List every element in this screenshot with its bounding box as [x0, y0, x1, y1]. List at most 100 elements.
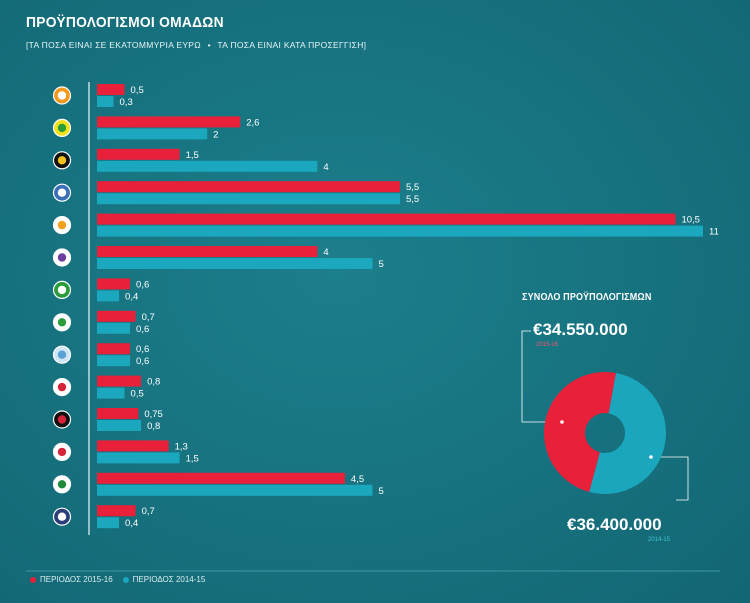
bar-row: 2,62: [52, 116, 259, 140]
apoel-crest-icon: [52, 216, 72, 235]
bar-2014-15: [97, 387, 125, 399]
bar-row: 0,60,6: [52, 343, 149, 367]
value-label-2015-16: 2,6: [246, 117, 259, 128]
blue-dark-crest-icon: [52, 507, 72, 526]
bar-2015-16: [97, 246, 318, 257]
bar-row: 1,54: [52, 148, 329, 173]
bar-2014-15: [97, 355, 131, 367]
value-label-2015-16: 0,7: [142, 312, 155, 323]
blue-white-crest-icon: [52, 183, 72, 202]
value-label-2014-15: 5,5: [406, 194, 419, 205]
bar-2014-15: [97, 128, 208, 140]
subtitle-note-units: [ΤΑ ΠΟΣΑ ΕΙΝΑΙ ΣΕ ΕΚΑΤΟΜΜΥΡΙΑ ΕΥΡΩ: [26, 40, 201, 50]
legend-dot-red: [30, 576, 36, 583]
subtitle-separator: •: [207, 40, 211, 50]
legend-label-2014-15: ΠΕΡΙΟΔΟΣ 2014-15: [132, 575, 206, 584]
orange-crest-icon: [52, 86, 72, 105]
value-label-2014-15: 5: [378, 259, 383, 270]
total-2014-15-period: 2014-15: [648, 537, 671, 543]
bar-2014-15: [97, 452, 180, 464]
bar-2015-16: [97, 310, 136, 322]
value-label-2014-15: 0,8: [147, 421, 160, 432]
bar-row: 0,50,3: [52, 84, 144, 108]
bar-2015-16: [97, 181, 400, 193]
bar-2015-16: [97, 375, 142, 387]
donut-slice-2015-16: [544, 372, 616, 492]
bar-row: 0,7 0,4: [52, 505, 155, 529]
value-label-2014-15: 4: [323, 162, 328, 173]
purple-crest-icon: [52, 248, 72, 267]
legend-label-2015-16: ΠΕΡΙΟΔΟΣ 2015-16: [40, 575, 113, 584]
value-label-2015-16: 10,5: [681, 215, 700, 226]
bar-row: 45: [52, 246, 384, 270]
red-white-round-crest-icon: [52, 378, 72, 397]
value-label-2015-16: 0,6: [136, 279, 149, 290]
value-label-2015-16: 0,8: [147, 377, 160, 388]
bar-2015-16: [97, 408, 139, 419]
value-label-2014-15: 0,6: [136, 324, 149, 335]
value-label-2015-16: 1,5: [186, 150, 199, 161]
bar-2014-15: [97, 258, 373, 269]
bar-2015-16: [97, 84, 125, 95]
legend: ΠΕΡΙΟΔΟΣ 2015-16 ΠΕΡΙΟΔΟΣ 2014-15: [30, 575, 215, 584]
page-title: ΠΡΟΫΠΟΛΟΓΙΣΜΟΙ ΟΜΑΔΩΝ: [26, 14, 224, 31]
value-label-2015-16: 0,75: [144, 409, 163, 420]
bar-2015-16: [97, 505, 136, 517]
bar-2014-15: [97, 160, 318, 172]
bar-row: 4,55: [52, 472, 384, 497]
leader-line-2015-16: [521, 330, 562, 423]
bar-2015-16: [97, 278, 131, 290]
bar-2014-15: [97, 193, 400, 205]
black-yellow-crest-icon: [52, 151, 72, 170]
light-blue-round-crest-icon: [52, 345, 72, 364]
green-oval-crest-icon: [52, 280, 72, 299]
value-label-2015-16: 4,5: [351, 474, 364, 485]
bar-2015-16: [97, 440, 169, 452]
red-black-crest-icon: [52, 410, 72, 429]
value-label-2014-15: 0,6: [136, 356, 149, 367]
yellow-green-crest-icon: [52, 118, 72, 138]
total-2015-16-period: 2015-16: [536, 342, 559, 348]
bar-row: 0,60,4: [52, 278, 149, 302]
bar-2015-16: [97, 472, 345, 484]
value-label-2014-15: 2: [213, 129, 218, 140]
bar-row: 10,5 11: [52, 213, 719, 238]
green-round-crest-icon: [52, 475, 72, 494]
donut-chart: [521, 330, 689, 501]
bar-2014-15: [97, 290, 120, 302]
total-2014-15: €36.400.000: [567, 515, 662, 534]
total-2015-16: €34.550.000: [533, 320, 628, 339]
red-white-striped-crest-icon: [52, 442, 72, 461]
bar-2014-15: [97, 484, 373, 496]
bar-row: 1,31,5: [52, 440, 199, 464]
value-label-2014-15: 0,4: [125, 518, 138, 529]
bar-2014-15: [97, 517, 120, 529]
donut-slice-2014-15: [589, 372, 667, 495]
page-subtitle: [ΤΑ ΠΟΣΑ ΕΙΝΑΙ ΣΕ ΕΚΑΤΟΜΜΥΡΙΑ ΕΥΡΩ • ΤΑ …: [26, 40, 366, 50]
value-label-2015-16: 0,5: [131, 85, 144, 96]
bar-2014-15: [97, 322, 131, 334]
value-label-2014-15: 11: [709, 227, 719, 238]
bar-row: 5,55,5: [52, 181, 419, 205]
bar-row: 0,80,5: [52, 375, 160, 400]
value-label-2014-15: 5: [378, 486, 383, 497]
bar-2015-16: [97, 116, 241, 128]
leader-dot-2015-16: [560, 420, 564, 424]
bar-2015-16: [97, 213, 676, 225]
legend-dot-teal: [122, 576, 129, 583]
value-label-2015-16: 1,3: [175, 441, 188, 452]
value-label-2015-16: 4: [323, 247, 328, 258]
legend-item-2014-15: ΠΕΡΙΟΔΟΣ 2014-15: [122, 575, 206, 584]
bar-row: 0,750,8: [52, 408, 163, 432]
value-label-2015-16: 0,7: [142, 506, 155, 517]
leader-dot-2014-15: [649, 455, 653, 459]
value-label-2014-15: 0,5: [131, 389, 144, 400]
legend-item-2015-16: ΠΕΡΙΟΔΟΣ 2015-16: [30, 575, 113, 584]
bar-2014-15: [97, 420, 142, 431]
bar-row: 0,70,6: [52, 310, 155, 335]
subtitle-note-approx: ΤΑ ΠΟΣΑ ΕΙΝΑΙ ΚΑΤΑ ΠΡΟΣΕΓΓΙΣΗ]: [217, 40, 367, 50]
bar-chart: 0,50,32,621,545,55,510,511450,60,40,70,6…: [52, 82, 719, 535]
value-label-2015-16: 0,6: [136, 344, 149, 355]
green-white-crest-icon: [52, 313, 72, 332]
bar-2015-16: [97, 343, 131, 355]
